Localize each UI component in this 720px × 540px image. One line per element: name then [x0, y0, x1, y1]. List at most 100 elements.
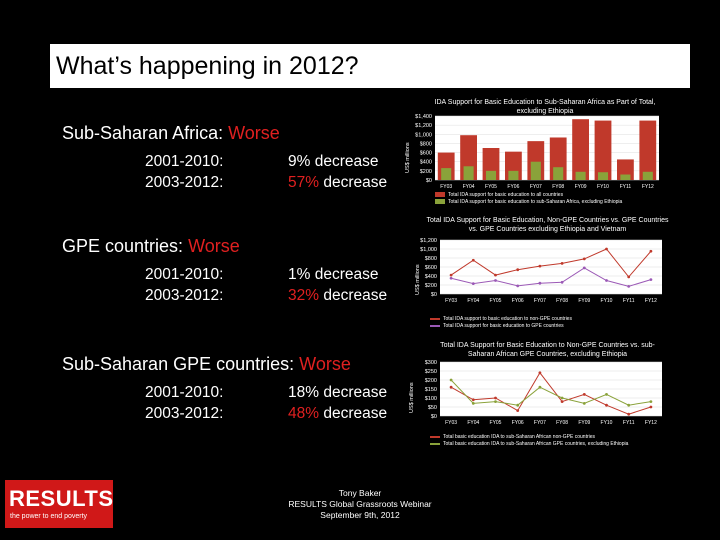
data-point — [449, 378, 453, 382]
data-point — [471, 398, 475, 402]
data-point — [627, 412, 631, 416]
data-point — [471, 282, 475, 286]
bar — [594, 120, 612, 180]
section-heading-ssa-gpe: Sub-Saharan GPE countries: Worse — [62, 354, 351, 375]
data-point — [516, 409, 520, 412]
y-tick-label: $600 — [420, 151, 432, 157]
series-line — [450, 267, 652, 287]
x-tick-label: FY05 — [485, 184, 497, 190]
legend-label: Total IDA support for basic education to… — [448, 199, 623, 205]
data-point — [605, 279, 608, 282]
x-tick-label: FY04 — [467, 420, 479, 426]
section-verdict: Worse — [228, 123, 280, 143]
y-tick-label: $250 — [425, 369, 437, 375]
x-tick-label: FY07 — [534, 420, 546, 426]
data-point — [605, 403, 608, 407]
data-point — [560, 280, 564, 284]
series-line — [450, 379, 651, 406]
bar — [597, 172, 609, 180]
data-point — [582, 402, 586, 405]
y-tick-label: $200 — [425, 378, 437, 384]
bar — [485, 170, 497, 180]
section-verdict: Worse — [188, 236, 240, 256]
section-heading-gpe: GPE countries: Worse — [62, 236, 240, 257]
row-period: 2003-2012: — [145, 287, 224, 304]
row-value: 57% decrease — [288, 174, 387, 192]
data-point — [627, 403, 631, 407]
row-value-rest: decrease — [319, 174, 388, 191]
legend-item: Total IDA support to basic education to … — [430, 316, 572, 323]
data-point — [560, 396, 564, 400]
row-value-rest: decrease — [319, 405, 388, 422]
x-tick-label: FY10 — [601, 420, 613, 426]
row-value-pct: 57% — [288, 174, 320, 191]
bar — [463, 166, 474, 180]
legend-item: Total IDA support for basic education to… — [435, 199, 622, 206]
y-tick-label: $1,400 — [415, 114, 432, 120]
data-point — [494, 273, 497, 277]
x-tick-label: FY08 — [556, 298, 568, 304]
section-heading-label: Sub-Saharan Africa: — [62, 123, 224, 143]
y-tick-label: $400 — [425, 274, 437, 280]
legend-swatch — [435, 192, 445, 198]
row-value-pct: 48% — [288, 405, 320, 422]
bar — [508, 170, 519, 180]
data-point — [449, 276, 453, 280]
x-tick-label: FY07 — [530, 184, 542, 190]
legend-swatch — [435, 199, 445, 205]
x-tick-label: FY08 — [556, 420, 568, 426]
row-value: 48% decrease — [288, 405, 387, 423]
data-point — [538, 385, 542, 389]
bar — [620, 174, 631, 180]
data-point — [449, 385, 453, 389]
y-tick-label: $1,200 — [415, 123, 432, 129]
y-tick-label: $800 — [420, 141, 432, 147]
y-tick-label: $200 — [425, 283, 437, 289]
data-point — [516, 284, 520, 288]
footer: Tony Baker RESULTS Global Grassroots Web… — [240, 488, 480, 521]
data-point — [560, 262, 564, 265]
x-tick-label: FY06 — [512, 420, 524, 426]
x-tick-label: FY09 — [578, 420, 590, 426]
legend-item: Total basic education IDA to sub-Saharan… — [430, 434, 628, 441]
series-line — [450, 248, 652, 278]
logo-name: RESULTS — [9, 486, 114, 511]
data-point — [649, 278, 653, 281]
y-tick-label: $1,200 — [420, 238, 437, 244]
chart1-title: IDA Support for Basic Education to Sub-S… — [434, 99, 656, 115]
y-tick-label: $300 — [425, 360, 437, 366]
section-heading-label: Sub-Saharan GPE countries: — [62, 354, 295, 374]
chart1-svg: $0 $200 $400 $600 $800 $1,000 $1,200 $1,400 FY03… — [415, 114, 659, 190]
y-tick-label: $0 — [431, 292, 437, 298]
data-point — [471, 402, 475, 405]
row-value: 32% decrease — [288, 287, 387, 305]
results-logo: RESULTS the power to end poverty — [5, 480, 113, 528]
bar — [553, 167, 564, 180]
data-point — [582, 266, 586, 270]
x-tick-label: FY03 — [445, 420, 457, 426]
legend-item: Total IDA support for basic education to… — [435, 192, 622, 199]
x-tick-label: FY11 — [623, 298, 635, 304]
data-point — [605, 393, 608, 396]
legend-item: Total IDA support for basic education to… — [430, 323, 572, 330]
row-period: 2001-2010: — [145, 266, 224, 283]
x-tick-label: FY03 — [440, 184, 452, 190]
bar — [441, 168, 452, 180]
section-verdict: Worse — [299, 354, 351, 374]
x-tick-label: FY11 — [623, 420, 635, 426]
data-point — [649, 400, 653, 403]
series-line — [450, 371, 652, 415]
bar — [575, 171, 586, 180]
data-point — [649, 405, 653, 409]
row-value: 9% decrease — [288, 153, 379, 170]
chart3-svg: $0 $50 $100 $150 $200 $250 $300 FY03 FY04 FY05 FY0… — [425, 360, 662, 426]
y-tick-label: $1,000 — [420, 247, 437, 253]
chart2-title: Total IDA Support for Basic Education, N… — [426, 217, 669, 233]
legend-swatch — [430, 435, 440, 438]
data-point — [627, 275, 631, 279]
row-period: 2003-2012: — [145, 174, 224, 191]
data-point — [538, 264, 542, 268]
y-tick-label: $0 — [431, 414, 437, 420]
data-point — [449, 273, 453, 277]
y-tick-label: $1,000 — [415, 132, 432, 138]
